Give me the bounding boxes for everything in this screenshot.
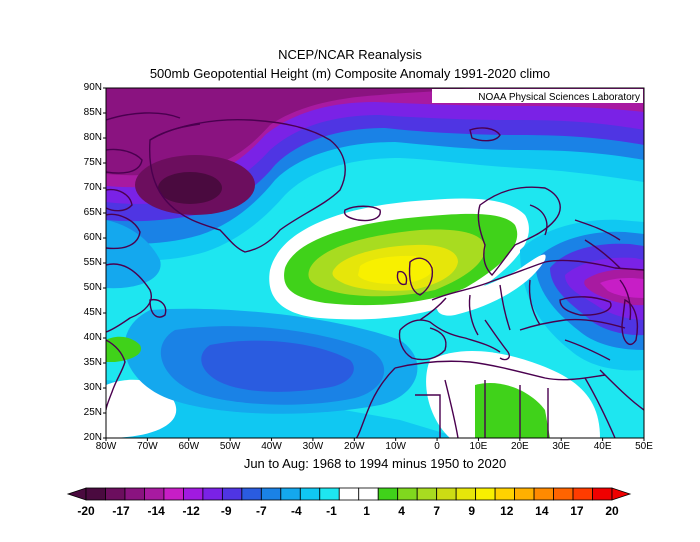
colorbar-swatch (163, 487, 184, 501)
lat-label: 50N (83, 282, 102, 293)
lon-label: 10W (385, 441, 406, 452)
colorbar-swatch (319, 487, 340, 501)
colorbar-swatch (455, 487, 477, 501)
axis-ticks (103, 87, 645, 441)
title-line-1: NCEP/NCAR Reanalysis (278, 47, 422, 62)
colorbar-label: 9 (468, 504, 476, 518)
anomaly-field (106, 88, 644, 438)
lon-label: 10E (469, 441, 488, 452)
credit-box (432, 89, 643, 103)
colorbar-label: 17 (570, 504, 584, 518)
colorbar-swatch (124, 487, 145, 501)
lon-label: 70W (137, 441, 158, 452)
lat-label: 60N (83, 232, 102, 243)
colorbar-swatch (280, 487, 301, 501)
lat-label: 75N (83, 157, 102, 168)
colorbar-swatch (105, 487, 126, 501)
colorbar-swatch (144, 487, 165, 501)
colorbar-swatch (592, 487, 613, 501)
lon-label: 80W (95, 441, 117, 452)
lon-label: 50W (219, 441, 241, 452)
colorbar-label: -20 (77, 504, 95, 518)
colorbar-min-arrow (66, 487, 87, 501)
colorbar-swatch (553, 487, 574, 501)
colorbar-swatch (533, 487, 554, 501)
colorbar-label: -17 (112, 504, 130, 518)
lat-label: 40N (83, 332, 102, 343)
colorbar-swatch (202, 487, 223, 501)
lon-label: 60W (178, 441, 200, 452)
lat-label: 25N (83, 407, 102, 418)
colorbar-label: 7 (433, 504, 440, 518)
lon-label: 40W (261, 441, 282, 452)
colorbar-swatch (494, 487, 515, 501)
lon-label: 0 (434, 441, 440, 452)
colorbar-swatch (377, 487, 399, 501)
colorbar-swatch (299, 487, 321, 501)
lat-label: 55N (83, 257, 102, 268)
colorbar-swatch (260, 487, 282, 501)
lon-label: 30E (552, 441, 571, 452)
colorbar-swatch (338, 487, 360, 501)
colorbar-label: -9 (220, 504, 232, 518)
lat-label: 45N (83, 307, 102, 318)
coastlines (106, 112, 644, 438)
colorbar-label: -7 (255, 504, 267, 518)
colorbar-swatch (514, 487, 535, 501)
colorbar-label: 12 (500, 504, 514, 518)
colorbar (66, 487, 632, 501)
colorbar-swatch (436, 487, 457, 501)
lon-label: 50E (635, 441, 653, 452)
colorbar-label: 4 (398, 504, 405, 518)
colorbar-swatch (475, 487, 496, 501)
colorbar-swatch (85, 487, 106, 501)
lat-label: 30N (83, 382, 102, 393)
lat-label: 35N (83, 357, 102, 368)
colorbar-label: 20 (605, 504, 619, 518)
lat-label: 90N (83, 82, 102, 93)
lat-label: 65N (83, 207, 102, 218)
colorbar-label: 1 (363, 504, 370, 518)
colorbar-max-arrow (611, 487, 632, 501)
colorbar-swatch (241, 487, 262, 501)
colorbar-label: -1 (326, 504, 337, 518)
lat-label: 70N (83, 182, 102, 193)
credit-text: NOAA Physical Sciences Laboratory (478, 92, 640, 103)
date-range-subtitle: Jun to Aug: 1968 to 1994 minus 1950 to 2… (243, 456, 507, 471)
colorbar-label: -14 (147, 504, 165, 518)
colorbar-swatch (572, 487, 593, 501)
colorbar-swatch (183, 487, 204, 501)
lon-label: 30W (302, 441, 324, 452)
colorbar-swatch (358, 487, 379, 501)
title-line-2: 500mb Geopotential Height (m) Composite … (149, 66, 551, 81)
colorbar-label: 14 (535, 504, 549, 518)
lon-label: 20W (344, 441, 365, 452)
lon-label: 20E (510, 441, 529, 452)
lat-label: 85N (83, 107, 102, 118)
colorbar-label: -4 (291, 504, 302, 518)
colorbar-swatch (397, 487, 418, 501)
lat-label: 20N (83, 432, 102, 443)
lon-label: 40E (593, 441, 612, 452)
colorbar-label: -12 (182, 504, 200, 518)
colorbar-swatch (221, 487, 243, 501)
lat-label: 80N (83, 132, 102, 143)
colorbar-swatch (416, 487, 438, 501)
